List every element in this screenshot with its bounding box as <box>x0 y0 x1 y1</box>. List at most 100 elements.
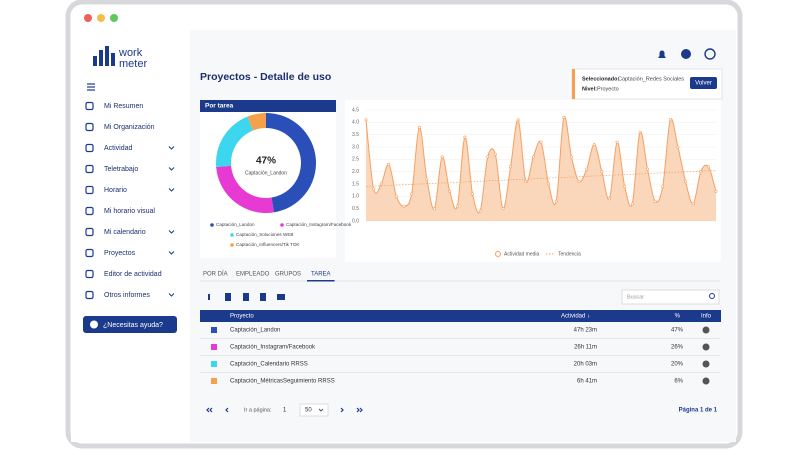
table-cell: 6% <box>674 379 683 385</box>
row-swatch <box>211 361 217 367</box>
legend-label: Captación_Soluciones WEB <box>236 232 293 237</box>
brand: meter <box>119 58 147 70</box>
menu-item[interactable]: Actividad <box>104 145 133 152</box>
table-header-cell: Proyecto <box>230 314 254 320</box>
y-tick-label: 2.5 <box>352 157 359 163</box>
tab[interactable]: POR DÍA <box>203 271 228 278</box>
page-title: Proyectos - Detalle de uso <box>200 71 331 83</box>
search-box[interactable] <box>621 289 720 305</box>
legend-swatch <box>210 223 214 227</box>
menu-item[interactable]: Mi Resumen <box>104 103 143 110</box>
point <box>592 143 596 147</box>
point <box>676 145 680 149</box>
chevron <box>168 230 175 234</box>
menu-icon <box>85 185 94 195</box>
selection-value: Proyecto <box>597 86 619 92</box>
info-icon[interactable] <box>702 377 710 385</box>
menu-item[interactable]: Horario <box>104 187 127 194</box>
pagination-page[interactable]: 1 <box>283 408 287 414</box>
point <box>379 182 383 186</box>
tab[interactable]: EMPLEADO <box>236 272 270 278</box>
point <box>706 165 710 169</box>
y-tick-label: 1.0 <box>352 194 359 200</box>
area <box>366 116 716 221</box>
menu-icon[interactable] <box>87 83 95 91</box>
selection-label: Seleccionado: <box>582 76 619 82</box>
pagination-summary: Página 1 de 1 <box>679 408 718 414</box>
point <box>661 184 665 188</box>
table-header-cell: % <box>675 314 681 320</box>
y-tick-label: 1.5 <box>352 181 359 187</box>
tab[interactable]: GRUPOS <box>275 272 301 278</box>
y-tick-label: 4.0 <box>352 120 359 126</box>
page-size-select[interactable] <box>299 403 329 417</box>
pagination-size[interactable]: 50 <box>305 408 312 414</box>
point <box>501 207 505 211</box>
menu-icon <box>85 248 94 258</box>
menu-item[interactable]: Mi Organización <box>104 124 155 131</box>
table-header-cell: Info <box>701 314 712 320</box>
info-icon[interactable] <box>702 360 710 368</box>
point <box>585 167 589 171</box>
pagination-label: Ir a página: <box>244 407 272 413</box>
menu-item[interactable]: Editor de actividad <box>104 271 162 278</box>
point <box>432 207 436 211</box>
back-button-text[interactable]: Volver <box>695 81 712 87</box>
toolbar[interactable] <box>208 293 285 301</box>
donut-title: Por tarea <box>205 103 234 110</box>
legend-swatch <box>230 243 234 247</box>
point <box>425 177 429 181</box>
point <box>539 140 543 144</box>
help-text[interactable]: ¿Necesitas ayuda? <box>103 322 163 329</box>
table-cell: Captación_MétricasSeguimiento RRSS <box>230 379 335 385</box>
menu-item[interactable]: Mi calendario <box>104 229 146 236</box>
search-placeholder[interactable]: Buscar <box>627 294 644 300</box>
table-cell: Captación_Landon <box>230 328 280 334</box>
table-cell: 47% <box>671 328 684 334</box>
pagination-arrows[interactable] <box>206 407 363 413</box>
legend-label: Captación_Landon <box>216 222 255 227</box>
donut-slice <box>266 113 316 213</box>
legend-swatch <box>495 251 501 257</box>
menu-item[interactable]: Otros informes <box>104 292 150 299</box>
legend-label: Actividad media <box>504 251 540 257</box>
point <box>471 192 475 196</box>
row-swatch <box>211 378 217 384</box>
legend-label: Tendencia <box>558 251 581 257</box>
chevron <box>168 188 175 192</box>
point <box>699 170 703 174</box>
donut-slice <box>216 116 253 167</box>
point <box>478 209 482 213</box>
legend-label: Captación_Instagram/Facebook <box>286 222 352 227</box>
chevron <box>168 146 175 150</box>
dot-red <box>84 14 92 22</box>
y-tick-label: 3.5 <box>352 132 359 138</box>
donut-header <box>200 100 336 112</box>
chevron <box>168 293 175 297</box>
info-icon[interactable] <box>702 326 710 334</box>
help-icon <box>90 320 98 329</box>
help-button[interactable] <box>83 316 177 333</box>
point <box>623 184 627 188</box>
menu-icon <box>85 101 94 111</box>
point <box>547 182 551 186</box>
menu-item[interactable]: Mi horario visual <box>104 208 155 215</box>
menu-item[interactable]: Teletrabajo <box>104 166 138 173</box>
row-swatch <box>211 327 217 333</box>
legend-swatch <box>280 223 284 227</box>
point <box>364 118 368 122</box>
brand: work <box>118 47 143 59</box>
point <box>653 199 657 203</box>
header-icons[interactable] <box>658 48 716 60</box>
point <box>554 199 558 203</box>
select-chevron <box>318 408 324 412</box>
point <box>417 125 421 129</box>
back-button[interactable] <box>690 77 717 89</box>
menu-item[interactable]: Proyectos <box>104 250 136 257</box>
tab[interactable]: TAREA <box>311 272 331 278</box>
table-cell: 26h 11m <box>574 345 597 351</box>
info-icon[interactable] <box>702 343 710 351</box>
logo <box>93 46 115 66</box>
donut-center-name: Captación_Landon <box>245 170 287 176</box>
